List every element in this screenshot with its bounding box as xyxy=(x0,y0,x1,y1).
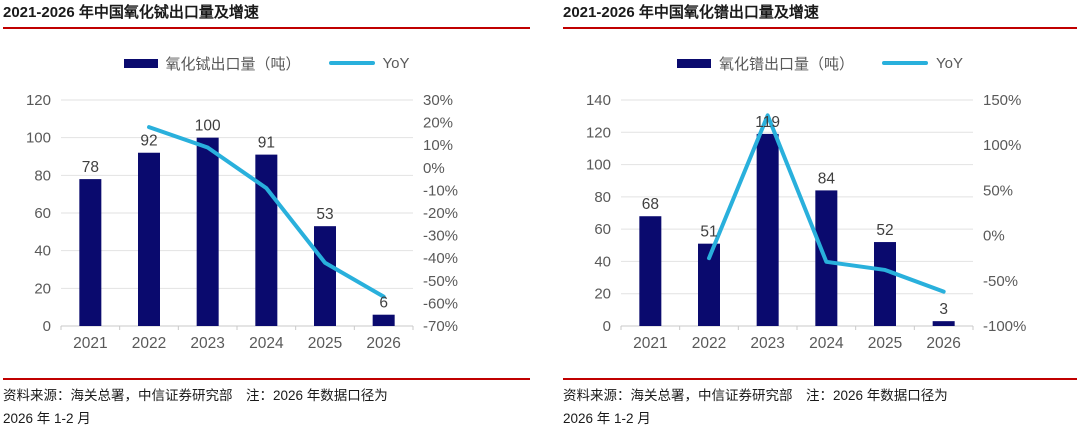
right-axis-tick-label: 0% xyxy=(423,160,445,177)
bar-value-label: 3 xyxy=(939,301,948,318)
bar-value-label: 100 xyxy=(195,118,221,135)
x-axis-category-label: 2026 xyxy=(926,335,960,352)
praseodymium-oxide-export-chart: 0 20 40 60 80 100 120 140 150% 100% 50% 0% -50% -100%… xyxy=(586,92,1026,352)
yoy-line xyxy=(707,113,946,294)
bar-2025 xyxy=(874,242,896,326)
left-axis-tick-label: 80 xyxy=(34,167,51,184)
bar-2022 xyxy=(698,243,720,326)
x-axis-category-label: 2025 xyxy=(308,335,342,352)
source-note-line2: 2026 年 1-2 月 xyxy=(563,410,651,426)
bar-value-label: 53 xyxy=(316,206,333,223)
bar-series-swatch xyxy=(677,58,711,68)
chart-legend: 氧化铽出口量（吨） YoY xyxy=(3,53,530,73)
bar-value-label: 78 xyxy=(82,159,99,176)
left-axis-tick-label: 0 xyxy=(603,318,611,335)
x-axis-category-label: 2024 xyxy=(249,335,284,352)
bar-2026 xyxy=(932,321,955,326)
x-axis-category-label: 2026 xyxy=(366,335,400,352)
chart-title: 2021-2026 年中国氧化镨出口量及增速 xyxy=(563,4,819,21)
bar-series-swatch xyxy=(123,58,158,68)
chart-legend: 氧化镨出口量（吨） YoY xyxy=(563,53,1077,73)
left-axis-tick-label: 80 xyxy=(594,189,611,206)
bar-series-label: 氧化镨出口量（吨） xyxy=(719,55,855,73)
yoy-line xyxy=(147,125,386,299)
left-axis-tick-label: 20 xyxy=(34,280,51,297)
left-axis-tick-label: 20 xyxy=(594,286,611,303)
bar-value-label: 6 xyxy=(379,295,388,312)
right-axis-tick-label: -40% xyxy=(423,250,458,267)
right-axis-tick-label: -10% xyxy=(423,182,458,199)
left-axis-tick-label: 120 xyxy=(26,92,51,109)
chart-title: 2021-2026 年中国氧化铽出口量及增速 xyxy=(3,4,259,21)
right-axis-tick-label: -70% xyxy=(423,318,458,335)
bar-2025 xyxy=(314,226,336,326)
chart-panel-praseodymium-oxide: 2021-2026 年中国氧化镨出口量及增速 氧化镨出口量（吨） YoY 0 20… xyxy=(563,5,1077,430)
x-axis-category-label: 2023 xyxy=(190,335,224,352)
bar-2023 xyxy=(196,137,219,326)
left-axis-tick-label: 0 xyxy=(43,318,51,335)
source-note: 资料来源：海关总署，中信证券研究部 注：2026 年数据口径为 2026 年 1… xyxy=(563,384,1077,430)
line-series-label: YoY xyxy=(936,54,963,72)
bar-2021 xyxy=(639,216,662,326)
right-axis-tick-label: -50% xyxy=(983,273,1018,290)
left-axis-tick-label: 140 xyxy=(586,92,611,109)
right-axis-tick-label: 0% xyxy=(983,228,1005,245)
x-axis-category-label: 2022 xyxy=(132,335,166,352)
line-series-swatch xyxy=(328,61,375,65)
left-axis-tick-label: 40 xyxy=(594,253,611,270)
x-axis-category-label: 2025 xyxy=(868,335,902,352)
bar-value-label: 68 xyxy=(642,196,659,213)
title-rule xyxy=(3,27,530,29)
right-axis-tick-label: 100% xyxy=(983,137,1021,154)
report-figure-row: 2021-2026 年中国氧化铽出口量及增速 氧化铽出口量（吨） YoY 0 20… xyxy=(3,5,1077,430)
right-axis-tick-label: -100% xyxy=(983,318,1026,335)
right-axis-tick-label: 10% xyxy=(423,137,453,154)
x-axis-category-label: 2021 xyxy=(633,335,667,352)
source-note-line2: 2026 年 1-2 月 xyxy=(3,410,91,426)
footer-rule xyxy=(3,378,530,380)
right-axis-tick-label: -50% xyxy=(423,273,458,290)
terbium-oxide-export-chart: 0 20 40 60 80 100 120 30% 20% 10% 0% -10% -20% -30% -4… xyxy=(26,92,458,352)
right-axis-tick-label: 50% xyxy=(983,182,1013,199)
bar-series-label: 氧化铽出口量（吨） xyxy=(165,55,301,73)
right-axis-tick-label: 30% xyxy=(423,92,453,109)
left-axis-tick-label: 40 xyxy=(34,243,51,260)
right-axis-tick-label: 150% xyxy=(983,92,1021,109)
chart-panel-terbium-oxide: 2021-2026 年中国氧化铽出口量及增速 氧化铽出口量（吨） YoY 0 20… xyxy=(3,5,530,430)
bar-2022 xyxy=(138,152,160,326)
title-rule xyxy=(563,27,1077,29)
line-series-label: YoY xyxy=(382,54,410,72)
bar-value-label: 92 xyxy=(140,133,157,150)
x-axis-category-label: 2024 xyxy=(809,335,844,352)
source-note-line1: 资料来源：海关总署，中信证券研究部 注：2026 年数据口径为 xyxy=(563,387,948,403)
footer-rule xyxy=(563,378,1077,380)
bar-value-label: 91 xyxy=(258,135,275,152)
x-axis-category-label: 2023 xyxy=(750,335,784,352)
right-axis-tick-label: 20% xyxy=(423,115,453,132)
source-note: 资料来源：海关总署，中信证券研究部 注：2026 年数据口径为 2026 年 1… xyxy=(3,384,530,430)
left-axis-tick-label: 120 xyxy=(586,124,611,141)
bar-2024 xyxy=(255,154,278,326)
line-series-swatch xyxy=(882,61,929,65)
x-axis-category-label: 2022 xyxy=(692,335,726,352)
left-axis-tick-label: 60 xyxy=(34,205,51,222)
left-axis-tick-label: 100 xyxy=(26,130,51,147)
right-axis-tick-label: -30% xyxy=(423,228,458,245)
bar-value-label: 51 xyxy=(700,224,717,241)
bar-value-label: 52 xyxy=(876,222,893,239)
left-axis-tick-label: 100 xyxy=(586,157,611,174)
bar-2021 xyxy=(79,179,102,326)
source-note-line1: 资料来源：海关总署，中信证券研究部 注：2026 年数据口径为 xyxy=(3,387,388,403)
bar-value-label: 119 xyxy=(755,114,780,131)
right-axis-tick-label: -20% xyxy=(423,205,458,222)
right-axis-tick-label: -60% xyxy=(423,295,458,312)
bar-value-label: 84 xyxy=(818,170,836,187)
bar-2026 xyxy=(372,314,395,326)
bar-2023 xyxy=(756,133,779,326)
left-axis-tick-label: 60 xyxy=(594,221,611,238)
x-axis-category-label: 2021 xyxy=(73,335,107,352)
